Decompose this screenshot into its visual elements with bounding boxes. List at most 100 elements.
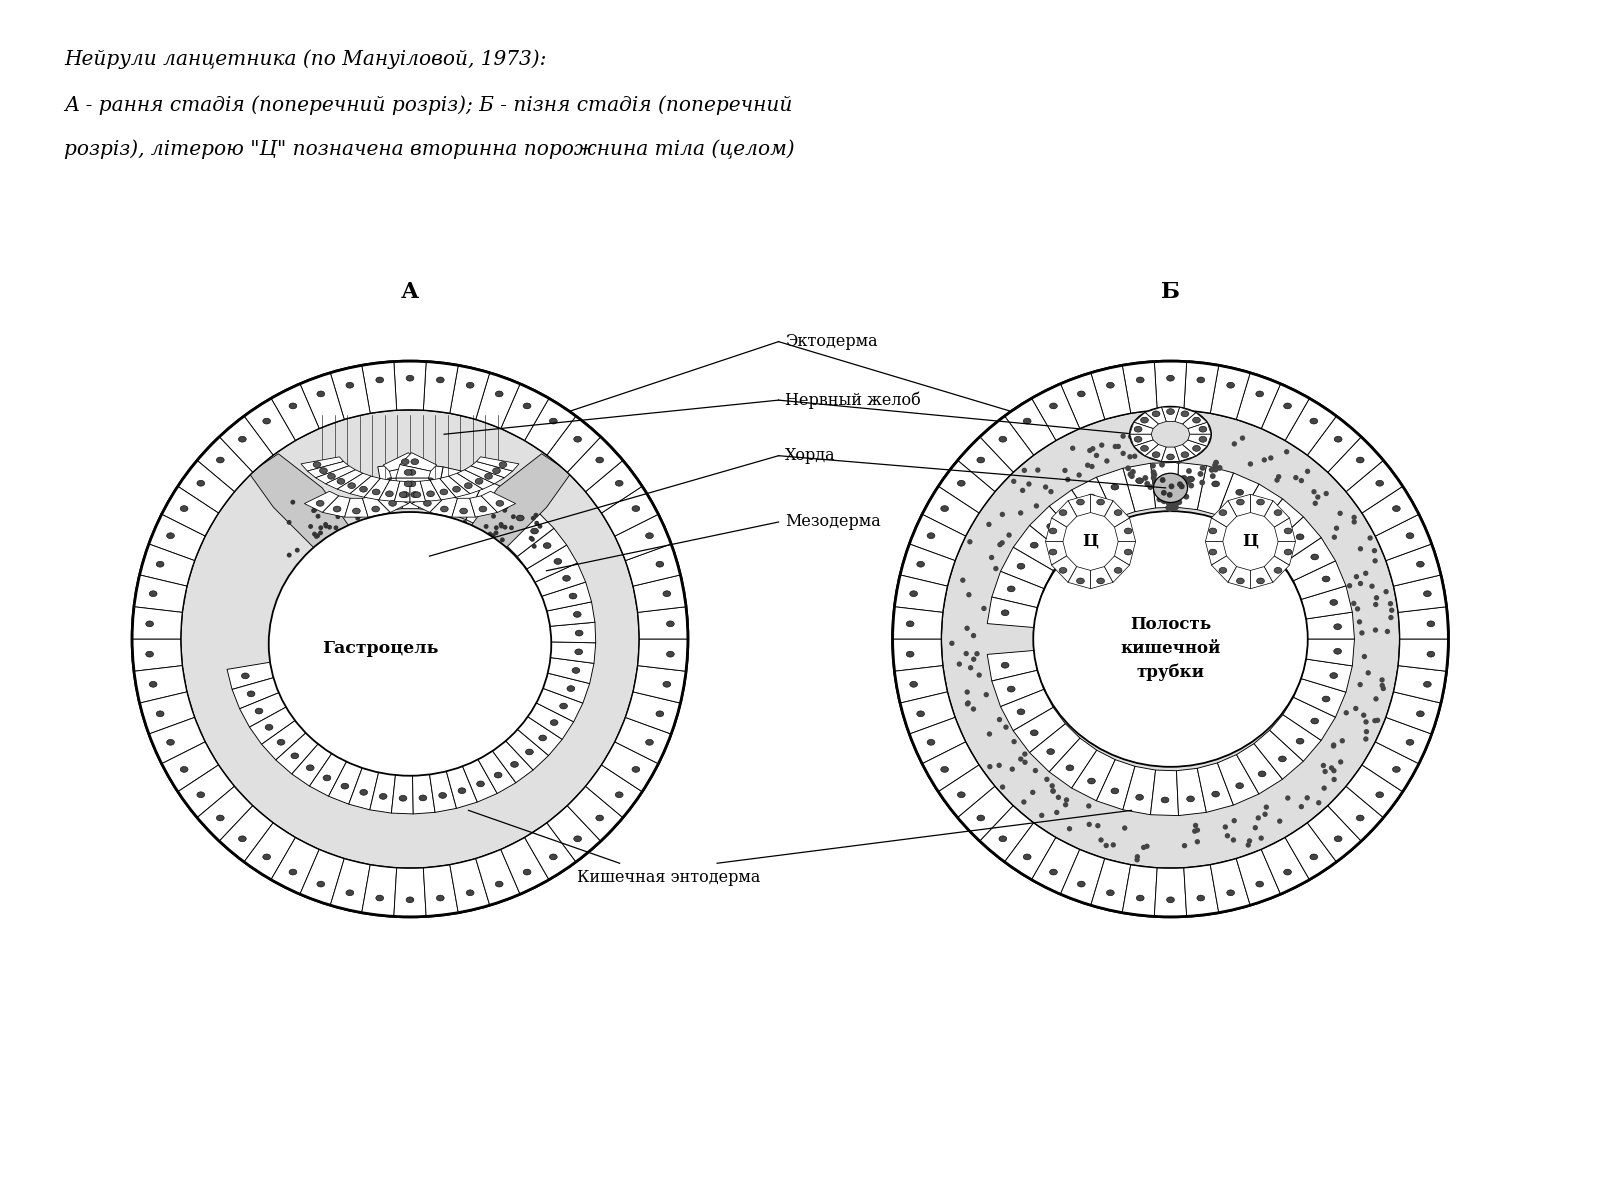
Ellipse shape	[1144, 481, 1150, 487]
Ellipse shape	[1293, 475, 1299, 480]
Ellipse shape	[1157, 426, 1163, 431]
Ellipse shape	[437, 377, 445, 383]
Polygon shape	[475, 746, 515, 793]
Polygon shape	[586, 764, 642, 817]
Ellipse shape	[1381, 686, 1386, 691]
Ellipse shape	[1059, 510, 1067, 516]
Polygon shape	[250, 704, 299, 744]
Ellipse shape	[1171, 456, 1178, 462]
Ellipse shape	[1200, 480, 1205, 486]
Polygon shape	[501, 384, 549, 440]
Ellipse shape	[464, 482, 472, 488]
Ellipse shape	[963, 650, 970, 656]
Ellipse shape	[534, 521, 539, 526]
Text: Эктодерма: Эктодерма	[786, 334, 878, 350]
Polygon shape	[326, 469, 363, 490]
Polygon shape	[429, 766, 456, 812]
Ellipse shape	[1114, 568, 1122, 574]
Ellipse shape	[1144, 844, 1150, 848]
Ellipse shape	[1166, 492, 1173, 498]
Ellipse shape	[1170, 490, 1176, 496]
Ellipse shape	[1371, 548, 1378, 553]
Polygon shape	[1261, 838, 1309, 894]
Ellipse shape	[1362, 654, 1366, 659]
Ellipse shape	[1162, 475, 1170, 481]
Ellipse shape	[405, 481, 411, 487]
Ellipse shape	[1354, 706, 1358, 712]
Polygon shape	[1029, 724, 1080, 772]
Text: розріз), літерою "Ц" позначена вторинна порожнина тіла (целом): розріз), літерою "Ц" позначена вторинна …	[64, 139, 795, 160]
Ellipse shape	[1334, 526, 1339, 530]
Polygon shape	[413, 768, 435, 814]
Ellipse shape	[357, 544, 362, 548]
Ellipse shape	[166, 739, 174, 745]
Polygon shape	[1211, 556, 1237, 582]
Ellipse shape	[1373, 696, 1379, 702]
Ellipse shape	[413, 492, 421, 498]
Ellipse shape	[362, 524, 366, 529]
Ellipse shape	[1274, 478, 1280, 482]
Ellipse shape	[494, 530, 499, 535]
Polygon shape	[1187, 434, 1211, 446]
Polygon shape	[392, 769, 413, 814]
Ellipse shape	[632, 505, 640, 511]
Ellipse shape	[987, 764, 992, 769]
Polygon shape	[470, 496, 498, 517]
Ellipse shape	[917, 710, 925, 716]
Ellipse shape	[1299, 804, 1304, 809]
Ellipse shape	[1256, 815, 1261, 821]
Polygon shape	[1104, 556, 1130, 582]
Ellipse shape	[1379, 677, 1384, 683]
Ellipse shape	[1376, 480, 1384, 486]
Ellipse shape	[246, 691, 254, 697]
Polygon shape	[1134, 440, 1158, 456]
Ellipse shape	[1077, 391, 1085, 397]
Ellipse shape	[502, 524, 507, 529]
Ellipse shape	[238, 437, 246, 442]
Ellipse shape	[1150, 469, 1157, 475]
Ellipse shape	[1110, 842, 1115, 847]
Polygon shape	[162, 486, 219, 536]
Ellipse shape	[499, 538, 506, 542]
Ellipse shape	[1274, 510, 1282, 516]
Polygon shape	[344, 498, 368, 517]
Ellipse shape	[338, 479, 346, 485]
Ellipse shape	[1176, 458, 1181, 464]
Ellipse shape	[1034, 503, 1038, 509]
Polygon shape	[1218, 473, 1259, 523]
Polygon shape	[350, 476, 381, 497]
Ellipse shape	[1285, 550, 1291, 554]
Ellipse shape	[1374, 718, 1381, 722]
Polygon shape	[384, 485, 421, 504]
Ellipse shape	[1018, 563, 1026, 569]
Ellipse shape	[133, 361, 688, 917]
Polygon shape	[909, 515, 966, 560]
Ellipse shape	[394, 545, 426, 572]
Ellipse shape	[1357, 457, 1365, 463]
Ellipse shape	[1427, 652, 1435, 658]
Ellipse shape	[1357, 815, 1365, 821]
Ellipse shape	[965, 625, 970, 631]
Text: Нейрули ланцетника (по Мануіловой, 1973):: Нейрули ланцетника (по Мануіловой, 1973)…	[64, 49, 546, 68]
Ellipse shape	[968, 665, 973, 671]
Ellipse shape	[291, 499, 296, 505]
Ellipse shape	[984, 692, 989, 697]
Polygon shape	[1274, 541, 1296, 565]
Ellipse shape	[989, 554, 994, 560]
Ellipse shape	[1350, 601, 1357, 606]
Ellipse shape	[1322, 576, 1330, 582]
Ellipse shape	[1334, 648, 1341, 654]
Polygon shape	[958, 786, 1013, 841]
Ellipse shape	[475, 479, 483, 485]
Text: Нервный желоб: Нервный желоб	[786, 391, 922, 409]
Ellipse shape	[1034, 511, 1307, 767]
Ellipse shape	[402, 492, 410, 498]
Ellipse shape	[1166, 454, 1174, 460]
Polygon shape	[430, 479, 456, 500]
Polygon shape	[270, 838, 320, 894]
Polygon shape	[1261, 384, 1309, 440]
Ellipse shape	[1162, 498, 1166, 504]
Ellipse shape	[1134, 854, 1141, 859]
Ellipse shape	[1024, 854, 1030, 860]
Ellipse shape	[1170, 502, 1176, 508]
